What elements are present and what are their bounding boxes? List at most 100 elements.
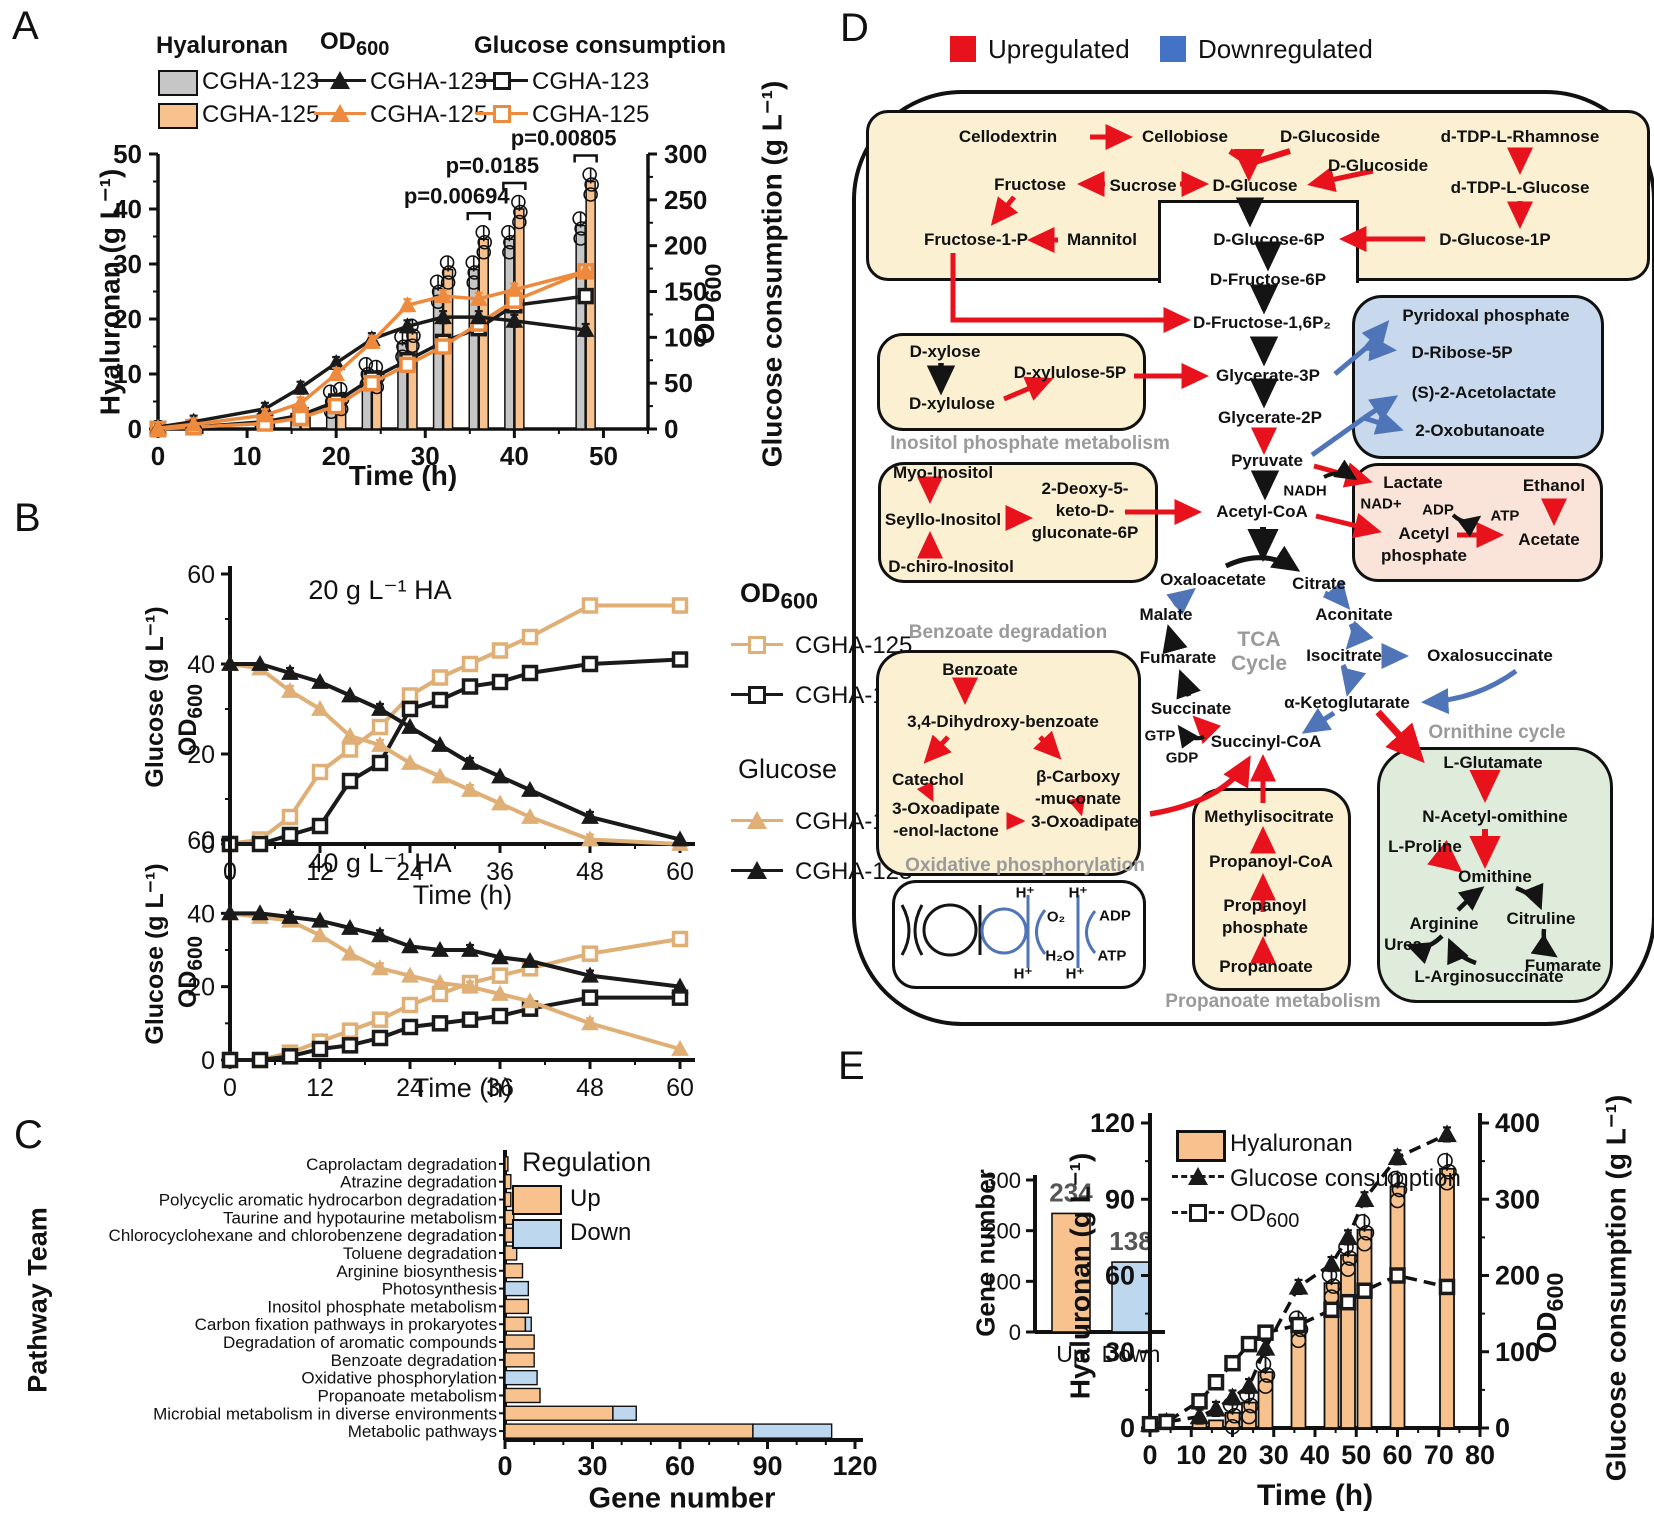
svg-text:0: 0: [151, 441, 165, 471]
svg-text:10: 10: [113, 359, 142, 389]
svg-text:p=0.0185: p=0.0185: [446, 153, 540, 178]
node-atp2: ATP: [1097, 947, 1127, 965]
node-oxobutanoate: 2-Oxobutanoate: [1415, 420, 1545, 440]
svg-text:60: 60: [1105, 1261, 1135, 1291]
svg-text:p=0.00694: p=0.00694: [404, 183, 511, 208]
swatch-up: [512, 1185, 562, 1215]
svg-text:36: 36: [486, 858, 514, 886]
swatch-triangle-black: [314, 70, 366, 92]
svg-text:90: 90: [1105, 1184, 1135, 1214]
panel-a-ylabel-od: OD600: [689, 263, 726, 345]
node-glycerate-2p: Glycerate-2P: [1218, 407, 1322, 427]
svg-text:40: 40: [187, 900, 215, 928]
svg-text:10: 10: [1176, 1440, 1206, 1470]
svg-text:200: 200: [984, 1219, 1021, 1244]
svg-text:0: 0: [664, 414, 678, 444]
panel-a-ylabel-left: Hyaluronan (g L⁻¹): [94, 168, 126, 416]
panel-b2-ylabel: Glucose (g L⁻¹): [141, 863, 169, 1045]
panel-a: A 0 10 20 30 40 50 0 10 20 30 40 50 0 50 100 150 200 250 3…: [8, 4, 808, 492]
svg-text:70: 70: [1424, 1440, 1454, 1470]
panel-c: C 0 30 60 90 120 Caprolactam degradation Atraz…: [0, 1095, 1200, 1520]
legend-item: CGHA-125: [532, 101, 650, 128]
upregulated-label: Upregulated: [988, 34, 1130, 64]
svg-text:200: 200: [664, 231, 707, 261]
swatch-bar-gray: [158, 70, 198, 96]
node-l-glutamate: L-Glutamate: [1443, 752, 1543, 772]
svg-text:138: 138: [1109, 1226, 1152, 1256]
legend-hyaluronan-title: Hyaluronan: [156, 32, 289, 59]
node-fructose-1-p: Fructose-1-P: [924, 229, 1028, 249]
svg-text:0: 0: [1009, 1320, 1021, 1345]
svg-text:60: 60: [665, 1451, 695, 1481]
node-urea: Urea: [1384, 934, 1422, 954]
svg-text:50: 50: [589, 441, 618, 471]
swatch-bar-orange: [158, 103, 198, 129]
svg-text:40: 40: [500, 441, 529, 471]
svg-text:20: 20: [187, 741, 215, 769]
legend-item-od: OD600: [1230, 1200, 1300, 1232]
node-acetyl-phosphate: Acetyl phosphate: [1381, 523, 1467, 565]
svg-text:60: 60: [1382, 1440, 1412, 1470]
node-oxaloacetate: Oxaloacetate: [1160, 569, 1266, 589]
legend-item: CGHA-123: [202, 68, 320, 95]
svg-text:24: 24: [396, 858, 424, 886]
node-l-arginosuccinate: L-Arginosuccinate: [1414, 966, 1564, 986]
legend-item: CGHA-123: [370, 68, 488, 95]
panel-a-ylabel-right: Glucose consumption (g L⁻¹): [756, 80, 788, 468]
node-dihydroxy-benzoate: 3,4-Dihydroxy-benzoate: [907, 711, 1099, 731]
svg-text:50: 50: [113, 139, 142, 169]
node-d-glucoside-top: D-Glucoside: [1279, 126, 1381, 146]
panel-b-legend-glucose: Glucose: [738, 754, 838, 784]
swatch-square-black: [476, 70, 528, 92]
node-d-chiro-inositol: D-chiro-Inositol: [888, 556, 1014, 576]
node-gdp: GDP: [1165, 749, 1199, 767]
node-myo-inositol: Myo-Inositol: [892, 462, 994, 482]
node-acetyl-coa: Acetyl-CoA: [1216, 501, 1308, 521]
panel-b1-ylabel-od: OD600: [174, 683, 207, 757]
panel-e-ylabel-left: Hyaluronan (g L⁻¹): [1064, 1152, 1096, 1400]
node-mannitol: Mannitol: [1067, 229, 1137, 249]
panel-e-ylabel-right: Glucose consumption (g L⁻¹): [1600, 1094, 1632, 1482]
benzoate-box: [876, 650, 1141, 876]
svg-text:Metabolic pathways: Metabolic pathways: [348, 1422, 497, 1441]
swatch-square-black: [731, 684, 783, 706]
legend-item: Glucose consumption: [1230, 1165, 1461, 1192]
svg-text:12: 12: [306, 1074, 334, 1102]
node-d-fructose-6p: D-Fructose-6P: [1209, 269, 1327, 289]
legend-item-up: Up: [570, 1185, 601, 1212]
svg-text:0: 0: [1142, 1440, 1157, 1470]
node-succinyl-coa: Succinyl-CoA: [1210, 731, 1322, 751]
svg-text:300: 300: [1495, 1184, 1540, 1214]
svg-text:30: 30: [1105, 1337, 1135, 1367]
svg-text:50: 50: [664, 368, 693, 398]
node-d-fructose-16p2: D-Fructose-1,6P₂: [1193, 312, 1331, 332]
panel-d-label: D: [840, 6, 869, 50]
node-benzoate: Benzoate: [942, 659, 1018, 679]
swatch-hyaluronan: [1176, 1130, 1226, 1162]
section-label-propanoate: Propanoate metabolism: [1165, 991, 1381, 1012]
svg-text:Benzoate degradation: Benzoate degradation: [331, 1351, 497, 1370]
svg-text:80: 80: [1465, 1440, 1495, 1470]
node-alpha-ketoglutarate: α-Ketoglutarate: [1284, 692, 1410, 712]
section-label-ornithine: Ornithine cycle: [1428, 722, 1566, 743]
node-malate: Malate: [1139, 604, 1193, 624]
node-nad-plus: NAD+: [1360, 495, 1402, 513]
node-ethanol: Ethanol: [1522, 475, 1586, 495]
downregulated-label: Downregulated: [1198, 34, 1373, 64]
svg-text:30: 30: [577, 1451, 607, 1481]
node-s-2-acetolactate: (S)-2-Acetolactate: [1411, 382, 1557, 402]
node-h2o: H₂O: [1045, 947, 1075, 965]
node-d-glucose-1p: D-Glucose-1P: [1439, 229, 1551, 249]
panel-c-ylabel: Pathway Team: [22, 1207, 53, 1393]
svg-text:120: 120: [1090, 1108, 1135, 1138]
svg-text:30: 30: [1259, 1440, 1289, 1470]
svg-text:Time (h): Time (h): [413, 1073, 513, 1103]
node-isocitrate: Isocitrate: [1306, 645, 1382, 665]
xylose-box: [877, 333, 1146, 431]
panel-d-arrows: [900, 124, 1567, 968]
downregulated-swatch: [1160, 36, 1186, 62]
svg-text:Polycyclic aromatic hydrocarbo: Polycyclic aromatic hydrocarbon degradat…: [159, 1191, 497, 1210]
node-d-xylose: D-xylose: [909, 341, 981, 361]
